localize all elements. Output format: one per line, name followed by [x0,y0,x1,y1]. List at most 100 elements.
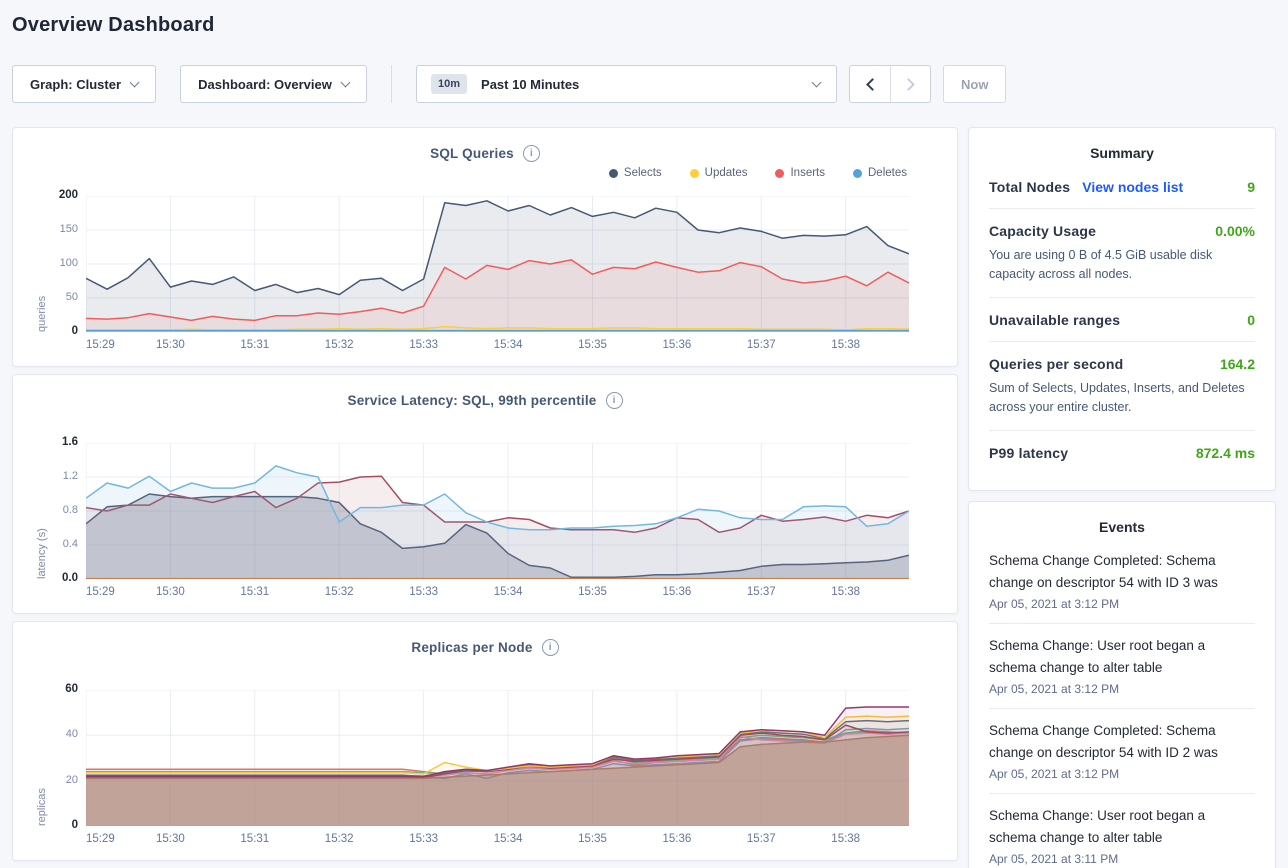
chart-legend: Selects Updates Inserts Deletes [86,165,907,181]
legend-label: Deletes [868,167,907,179]
graph-dropdown[interactable]: Graph: Cluster [12,65,156,103]
y-axis-tick: 0.0 [62,572,78,584]
event-item: Schema Change Completed: Schema change o… [989,539,1255,624]
summary-row-top: Total Nodes View nodes list 9 [989,179,1255,195]
summary-rows: Total Nodes View nodes list 9 Capacity Usag… [989,165,1255,474]
summary-row-top: Unavailable ranges 0 [989,312,1255,328]
summary-panel: Summary Total Nodes View nodes list 9 Capac… [968,127,1276,491]
legend-item-updates[interactable]: Updates [689,165,748,181]
y-axis-tick: 1.2 [62,470,78,482]
time-range-label: Past 10 Minutes [481,76,580,92]
y-axis-label: replicas [36,788,48,826]
x-axis-tick: 15:32 [324,586,354,598]
x-axis-tick: 15:34 [493,833,523,845]
event-text: Schema Change: User root began a schema … [989,638,1206,675]
chart-legend [86,659,907,675]
chevron-down-icon [811,77,822,87]
legend-item-deletes[interactable]: Deletes [853,165,907,181]
toolbar-divider [391,65,392,103]
summary-label: Total Nodes [989,179,1071,195]
events-list: Schema Change Completed: Schema change o… [989,539,1255,868]
events-panel: Events Schema Change Completed: Schema c… [968,501,1276,868]
x-axis-tick: 15:33 [409,339,438,351]
x-axis-tick: 15:32 [324,339,354,351]
x-axis-tick: 15:38 [831,586,861,598]
chevron-right-icon [902,77,915,91]
x-axis-tick: 15:33 [409,833,438,845]
x-axis-tick: 15:33 [409,586,438,598]
summary-row-top: Queries per second 164.2 [989,356,1255,372]
x-axis-tick: 15:30 [156,586,185,598]
legend-label: Inserts [790,167,825,179]
x-axis-tick: 15:38 [831,833,861,845]
event-text: Schema Change: User root began a schema … [989,808,1206,845]
legend-label: Selects [623,167,662,179]
y-axis-tick: 0 [71,819,78,831]
info-icon[interactable]: i [522,144,540,162]
legend-dot-icon [775,168,785,178]
summary-row: Unavailable ranges 0 [989,298,1255,342]
x-axis-tick: 15:36 [662,339,692,351]
charts-column: SQL Queries i Selects Updates Inserts Delet… [12,127,958,861]
chart-legend [86,412,907,428]
event-text: Schema Change Completed: Schema change o… [989,553,1218,590]
x-axis-tick: 15:35 [578,833,607,845]
x-axis-tick: 15:30 [156,833,185,845]
view-nodes-list-link[interactable]: View nodes list [1082,179,1184,195]
time-back-button[interactable] [850,66,890,102]
event-item: Schema Change: User root began a schema … [989,624,1255,709]
chevron-down-icon [340,77,351,87]
chart-plot[interactable]: replicas 0 20 40 60 15:29 15:30 15:31 15:32 15:… [36,683,909,845]
time-forward-button[interactable] [890,66,930,102]
info-icon[interactable]: i [541,638,559,656]
chart-title: SQL Queries [430,145,514,161]
event-date: Apr 05, 2021 at 3:12 PM [989,767,1120,781]
event-date: Apr 05, 2021 at 3:12 PM [989,682,1120,696]
x-axis-tick: 15:29 [86,586,115,598]
event-date: Apr 05, 2021 at 3:11 PM [989,852,1119,866]
x-axis-tick: 15:37 [746,586,776,598]
x-axis-tick: 15:31 [240,339,270,351]
y-axis-tick: 40 [65,728,78,741]
x-axis-tick: 15:35 [578,339,607,351]
y-axis-tick: 0.4 [62,538,78,550]
dashboard-dropdown-label: Dashboard: Overview [198,76,332,92]
chart-header: SQL Queries i [13,143,957,163]
legend-dot-icon [689,168,699,178]
now-button[interactable]: Now [943,65,1007,103]
summary-row-top: P99 latency 872.4 ms [989,445,1255,461]
events-heading: Events [1099,519,1145,535]
legend-item-inserts[interactable]: Inserts [775,165,825,181]
chart-canvas[interactable] [86,690,909,826]
chart-plot[interactable]: queries 0 50 100 150 200 15:29 15:30 15:31 15:3… [36,189,909,351]
y-axis-tick: 0 [71,325,78,337]
summary-value: 9 [1247,179,1255,195]
x-axis-tick: 15:38 [831,339,861,351]
x-axis-tick: 15:32 [324,833,354,845]
info-icon[interactable]: i [605,391,623,409]
x-axis-tick: 15:35 [578,586,607,598]
time-range-picker[interactable]: 10m Past 10 Minutes [416,65,837,103]
legend-label: Updates [704,167,748,179]
summary-row-top: Capacity Usage 0.00% [989,223,1255,239]
x-axis-tick: 15:34 [493,586,523,598]
chart-canvas[interactable] [86,196,909,332]
summary-value: 872.4 ms [1195,445,1255,461]
summary-value: 0 [1247,312,1255,328]
summary-row: P99 latency 872.4 ms [989,431,1255,474]
x-axis-tick: 15:36 [662,586,692,598]
x-axis-tick: 15:37 [746,833,776,845]
dashboard-dropdown[interactable]: Dashboard: Overview [180,65,367,103]
x-axis-tick: 15:30 [156,339,185,351]
summary-row: Capacity Usage 0.00% You are using 0 B of … [989,209,1255,298]
legend-dot-icon [853,168,862,178]
y-axis-tick: 20 [65,773,78,786]
graph-dropdown-label: Graph: Cluster [29,76,121,92]
y-axis-tick: 1.6 [62,436,78,448]
legend-item-selects[interactable]: Selects [608,165,662,181]
page-title: Overview Dashboard [12,14,215,36]
chart-plot[interactable]: latency (s) 0.0 0.4 0.8 1.2 1.6 15:29 15:30 15… [36,436,909,598]
summary-value: 0.00% [1215,223,1255,239]
y-axis-tick: 100 [59,257,78,269]
chart-canvas[interactable] [86,443,909,579]
